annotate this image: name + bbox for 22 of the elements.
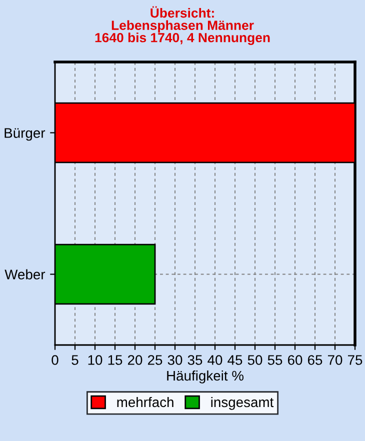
x-tick-label: 50: [248, 355, 262, 365]
x-tick-label: 35: [188, 355, 202, 365]
x-tick-label: 5: [72, 355, 78, 365]
x-tick-label: 70: [328, 355, 342, 365]
x-tick-label: 0: [52, 355, 58, 365]
x-tick-label: 55: [268, 355, 282, 365]
x-axis-title: Häufigkeit %: [167, 370, 244, 384]
x-tick-label: 60: [288, 355, 302, 365]
x-tick-label: 25: [148, 355, 162, 365]
x-tick-label: 15: [108, 355, 122, 365]
y-tick-label: Bürger: [4, 128, 46, 141]
legend-label: insgesamt: [211, 396, 274, 410]
y-tick-label: Weber: [4, 269, 46, 280]
x-tick-label: 30: [168, 355, 182, 365]
x-tick-label: 10: [88, 355, 102, 365]
x-tick-label: 40: [208, 355, 222, 365]
chart-title: Übersicht: Lebensphasen Männer 1640 bis 1740, 4 Nennungen: [95, 6, 270, 45]
x-tick-label: 75: [348, 355, 362, 365]
x-tick-label: 20: [128, 355, 142, 365]
legend-label: mehrfach: [117, 396, 174, 408]
x-tick-label: 65: [308, 355, 322, 365]
x-tick-label: 45: [228, 355, 242, 365]
